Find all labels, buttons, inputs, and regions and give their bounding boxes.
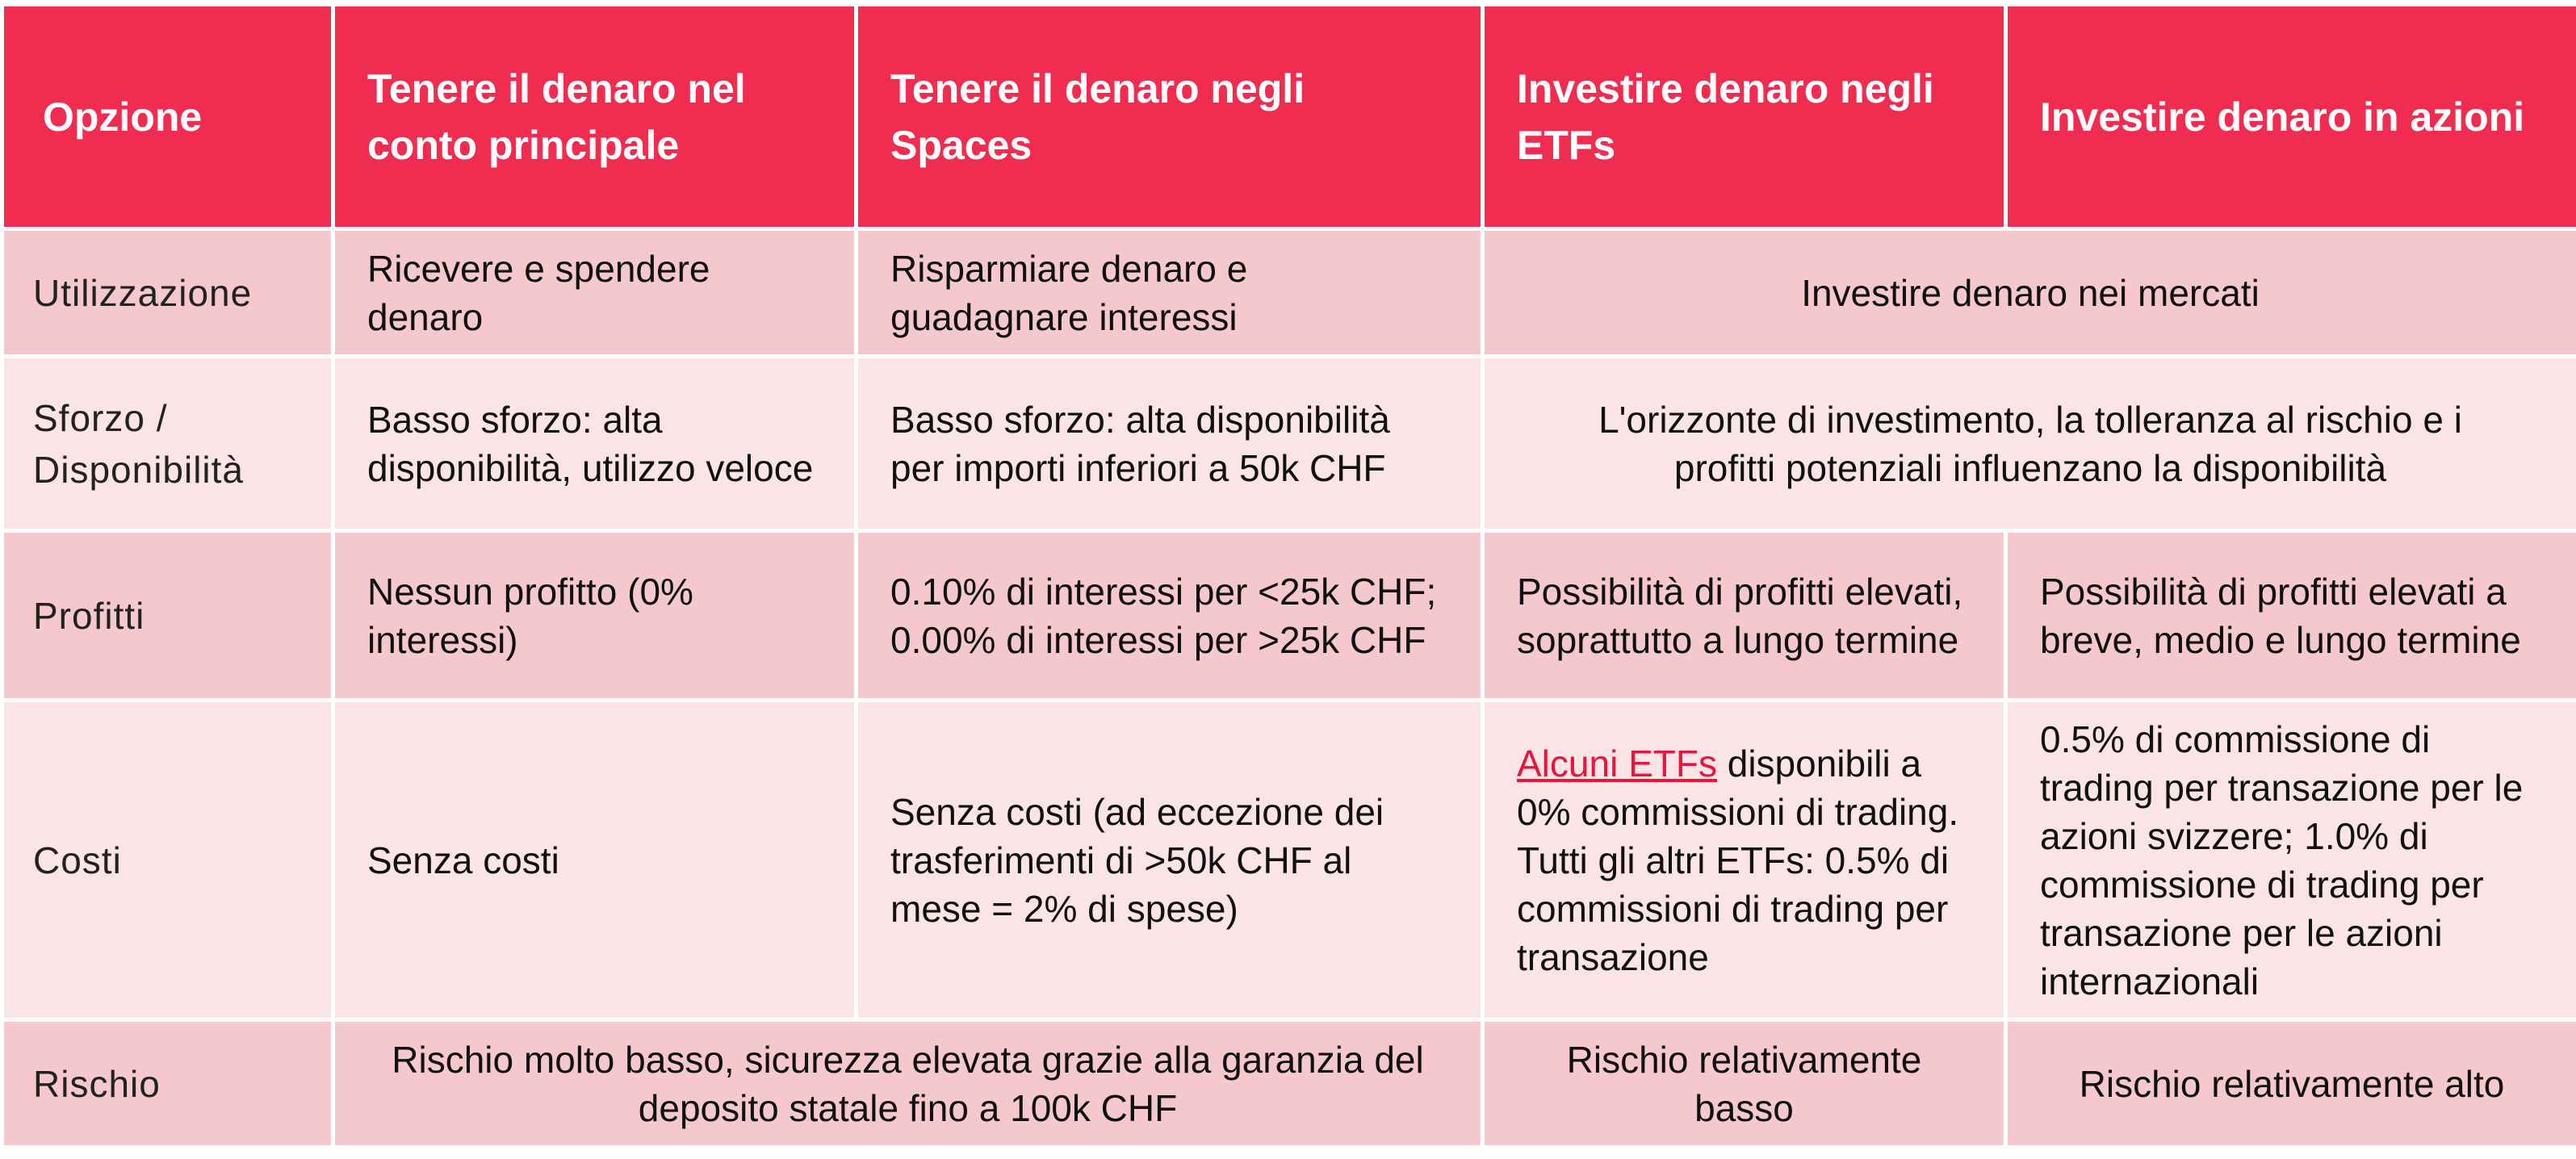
- cell-profitti-main: Nessun profitto (0% interessi): [331, 529, 858, 702]
- table-header-row: Opzione Tenere il denaro nel conto princ…: [0, 2, 2576, 231]
- header-etfs: Investire denaro negli ETFs: [1481, 2, 2008, 231]
- cell-utilizzazione-main: Ricevere e spendere denaro: [331, 227, 858, 358]
- row-label-costi: Costi: [0, 698, 335, 1022]
- header-main-account: Tenere il denaro nel conto principale: [331, 2, 858, 231]
- some-etfs-link[interactable]: Alcuni ETFs: [1517, 742, 1717, 785]
- header-stocks: Investire denaro in azioni: [2004, 2, 2576, 231]
- table-row-utilizzazione: Utilizzazione Ricevere e spendere denaro…: [0, 227, 2576, 358]
- cell-sforzo-main: Basso sforzo: alta disponibilità, utiliz…: [331, 354, 858, 533]
- cell-costi-main: Senza costi: [331, 698, 858, 1022]
- cell-costi-etfs-text: disponibili a 0% commissioni di trading.…: [1517, 742, 1959, 978]
- row-label-rischio: Rischio: [0, 1018, 335, 1149]
- cell-costi-spaces: Senza costi (ad eccezione dei trasferime…: [854, 698, 1485, 1022]
- cell-sforzo-spaces: Basso sforzo: alta disponibilità per imp…: [854, 354, 1485, 533]
- header-spaces: Tenere il denaro negli Spaces: [854, 2, 1485, 231]
- cell-costi-stocks: 0.5% di commissione di trading per trans…: [2004, 698, 2576, 1022]
- cell-rischio-stocks: Rischio relativamente alto: [2004, 1018, 2576, 1149]
- header-option: Opzione: [0, 2, 335, 231]
- cell-profitti-spaces: 0.10% di interessi per <25k CHF; 0.00% d…: [854, 529, 1485, 702]
- row-label-profitti: Profitti: [0, 529, 335, 702]
- row-label-sforzo: Sforzo / Disponibilità: [0, 354, 335, 533]
- cell-costi-etfs: Alcuni ETFs disponibili a 0% commissioni…: [1481, 698, 2008, 1022]
- cell-rischio-etfs: Rischio relativamente basso: [1481, 1018, 2008, 1149]
- table-row-rischio: Rischio Rischio molto basso, sicurezza e…: [0, 1018, 2576, 1149]
- table-row-sforzo: Sforzo / Disponibilità Basso sforzo: alt…: [0, 354, 2576, 533]
- cell-rischio-main-spaces: Rischio molto basso, sicurezza elevata g…: [331, 1018, 1485, 1149]
- table-row-profitti: Profitti Nessun profitto (0% interessi) …: [0, 529, 2576, 702]
- cell-sforzo-markets: L'orizzonte di investimento, la tolleran…: [1481, 354, 2576, 533]
- cell-profitti-stocks: Possibilità di profitti elevati a breve,…: [2004, 529, 2576, 702]
- table-row-costi: Costi Senza costi Senza costi (ad eccezi…: [0, 698, 2576, 1022]
- cell-profitti-etfs: Possibilità di profitti elevati, sopratt…: [1481, 529, 2008, 702]
- cell-utilizzazione-spaces: Risparmiare denaro e guadagnare interess…: [854, 227, 1485, 358]
- row-label-utilizzazione: Utilizzazione: [0, 227, 335, 358]
- cell-utilizzazione-markets: Investire denaro nei mercati: [1481, 227, 2576, 358]
